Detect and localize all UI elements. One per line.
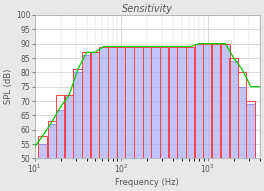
Bar	[125, 47, 134, 159]
Bar	[229, 58, 238, 159]
Bar	[56, 110, 65, 159]
Bar	[116, 47, 125, 159]
Bar	[221, 44, 229, 159]
Bar	[203, 44, 212, 159]
Bar	[203, 44, 212, 159]
Bar	[229, 61, 238, 159]
Bar	[221, 44, 229, 159]
Bar	[169, 47, 177, 159]
Bar	[56, 95, 65, 159]
Bar	[238, 87, 246, 159]
Bar	[186, 47, 195, 159]
X-axis label: Frequency (Hz): Frequency (Hz)	[115, 178, 179, 187]
Bar	[238, 72, 246, 159]
Bar	[143, 47, 151, 159]
Bar	[73, 72, 82, 159]
Bar	[211, 44, 220, 159]
Bar	[38, 144, 47, 159]
Bar	[151, 47, 160, 159]
Bar	[38, 136, 47, 159]
Bar	[91, 52, 99, 159]
Bar	[125, 47, 134, 159]
Bar	[169, 47, 177, 159]
Bar	[160, 47, 168, 159]
Bar	[99, 47, 108, 159]
Bar	[48, 121, 56, 159]
Bar	[134, 47, 143, 159]
Bar	[195, 44, 204, 159]
Bar	[108, 47, 117, 159]
Bar	[82, 55, 91, 159]
Bar	[134, 47, 143, 159]
Bar	[64, 95, 73, 159]
Bar	[48, 124, 56, 159]
Title: Sensitivity: Sensitivity	[122, 4, 173, 14]
Bar	[116, 47, 125, 159]
Bar	[160, 47, 168, 159]
Bar	[91, 52, 99, 159]
Bar	[108, 47, 117, 159]
Bar	[151, 47, 160, 159]
Bar	[143, 47, 151, 159]
Bar	[211, 44, 220, 159]
Bar	[82, 52, 91, 159]
Bar	[177, 47, 186, 159]
Bar	[99, 47, 108, 159]
Bar	[246, 104, 255, 159]
Bar	[195, 44, 204, 159]
Y-axis label: SPL (dB): SPL (dB)	[4, 69, 13, 104]
Bar	[64, 95, 73, 159]
Bar	[73, 70, 82, 159]
Bar	[177, 47, 186, 159]
Bar	[186, 47, 195, 159]
Bar	[246, 101, 255, 159]
